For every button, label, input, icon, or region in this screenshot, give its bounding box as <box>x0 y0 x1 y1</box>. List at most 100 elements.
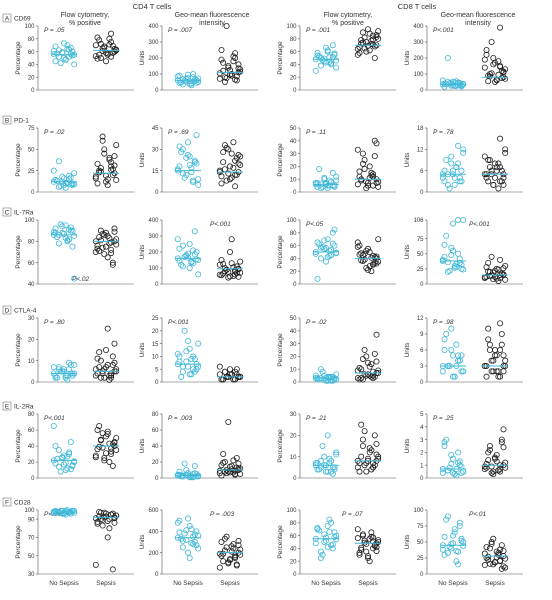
point-sepsis <box>232 76 239 83</box>
point-sepsis <box>237 68 244 75</box>
point-sepsis <box>498 341 505 348</box>
y-tick-label: 10 <box>28 359 35 365</box>
p-value: P = .25 <box>433 415 454 422</box>
panel-A-2: 0 100 200 300 400 Units P = .007 <box>139 22 258 94</box>
p-value: P = .003 <box>168 415 193 422</box>
point-no-sepsis <box>316 241 323 248</box>
panel-F-4: 0 25 50 75 100 Units P<.01 <box>404 508 523 578</box>
point-sepsis <box>490 357 497 364</box>
point-sepsis <box>366 30 373 37</box>
point-no-sepsis <box>453 164 460 171</box>
panel-A-3: 0 20 40 60 80 100 Percentage P = .001 <box>277 24 396 94</box>
point-no-sepsis <box>448 460 455 467</box>
point-sepsis <box>497 320 504 327</box>
point-no-sepsis <box>448 153 455 160</box>
point-no-sepsis <box>178 149 185 156</box>
point-no-sepsis <box>184 338 191 345</box>
point-sepsis <box>497 546 504 553</box>
panel-B-4: 0 6 12 18 Units P = .78 <box>404 126 523 196</box>
point-no-sepsis <box>314 239 321 246</box>
point-sepsis <box>103 450 110 457</box>
y-tick-label: 40 <box>28 444 35 450</box>
panel-A-1: A CD69 0 20 40 60 80 100 Percentage P = .05 <box>2 13 134 94</box>
y-tick-label: 0 <box>31 190 35 196</box>
y-axis-label: Percentage <box>277 235 284 269</box>
point-sepsis <box>373 544 380 551</box>
point-no-sepsis <box>184 549 191 556</box>
point-sepsis <box>94 55 101 62</box>
point-no-sepsis <box>444 55 451 62</box>
point-sepsis <box>371 55 378 62</box>
point-no-sepsis <box>191 539 198 546</box>
point-sepsis <box>233 270 240 277</box>
point-no-sepsis <box>191 355 198 362</box>
point-sepsis <box>104 182 111 189</box>
point-sepsis <box>483 174 490 181</box>
point-sepsis <box>225 170 232 177</box>
point-sepsis <box>218 47 225 54</box>
p-value: P<.001 <box>44 415 65 422</box>
point-sepsis <box>497 468 504 475</box>
point-sepsis <box>354 243 361 250</box>
column-header-1: Flow cytometry,% positive <box>61 12 110 27</box>
point-sepsis <box>502 564 509 571</box>
point-no-sepsis <box>61 509 68 516</box>
row-label-box <box>2 497 12 507</box>
point-no-sepsis <box>174 519 181 526</box>
point-no-sepsis <box>444 467 451 474</box>
point-sepsis <box>96 37 103 44</box>
y-tick-label: 25 <box>28 169 35 175</box>
point-sepsis <box>109 353 116 360</box>
point-sepsis <box>216 75 223 82</box>
x-category-label: No Sepsis <box>49 580 79 587</box>
point-sepsis <box>235 273 242 280</box>
point-sepsis <box>502 149 509 156</box>
y-tick-label: 0 <box>420 572 424 578</box>
y-tick-label: 30 <box>290 342 297 348</box>
point-no-sepsis <box>50 51 57 58</box>
point-sepsis <box>493 352 500 359</box>
row-label: E <box>5 404 10 411</box>
point-no-sepsis <box>448 545 455 552</box>
y-tick-label: 400 <box>148 530 159 536</box>
point-no-sepsis <box>443 330 450 337</box>
panel-E-2: 0 20 40 60 80 Units P = .003 <box>139 412 258 482</box>
point-sepsis <box>366 248 373 255</box>
point-no-sepsis <box>195 340 202 347</box>
point-no-sepsis <box>439 546 446 553</box>
p-value: P = .21 <box>306 415 327 422</box>
point-no-sepsis <box>69 227 76 234</box>
point-no-sepsis <box>322 180 329 187</box>
point-sepsis <box>216 363 223 370</box>
y-tick-label: 20 <box>28 75 35 81</box>
y-tick-label: 30 <box>28 316 35 322</box>
point-sepsis <box>221 79 228 86</box>
point-no-sepsis <box>451 471 458 478</box>
point-no-sepsis <box>333 57 340 64</box>
point-no-sepsis <box>449 352 456 359</box>
point-no-sepsis <box>329 541 336 548</box>
y-tick-label: 100 <box>286 24 297 30</box>
y-tick-label: 0 <box>293 190 297 196</box>
point-sepsis <box>354 464 361 471</box>
point-no-sepsis <box>324 236 331 243</box>
point-no-sepsis <box>190 179 197 186</box>
point-sepsis <box>485 457 492 464</box>
point-sepsis <box>361 250 368 257</box>
point-sepsis <box>223 144 230 151</box>
point-sepsis <box>495 185 502 192</box>
point-no-sepsis <box>314 52 321 59</box>
y-tick-label: 6 <box>420 169 424 175</box>
point-no-sepsis <box>195 176 202 183</box>
point-no-sepsis <box>456 259 463 266</box>
y-tick-label: 30 <box>152 148 159 154</box>
cd8-group-label: CD8 T cells <box>398 2 437 11</box>
point-no-sepsis <box>444 549 451 556</box>
point-sepsis <box>363 247 370 254</box>
y-axis-label: Units <box>404 50 411 66</box>
point-no-sepsis <box>456 178 463 185</box>
point-no-sepsis <box>174 236 181 243</box>
point-no-sepsis <box>444 268 451 275</box>
point-sepsis <box>488 70 495 77</box>
y-tick-label: 400 <box>148 218 159 224</box>
